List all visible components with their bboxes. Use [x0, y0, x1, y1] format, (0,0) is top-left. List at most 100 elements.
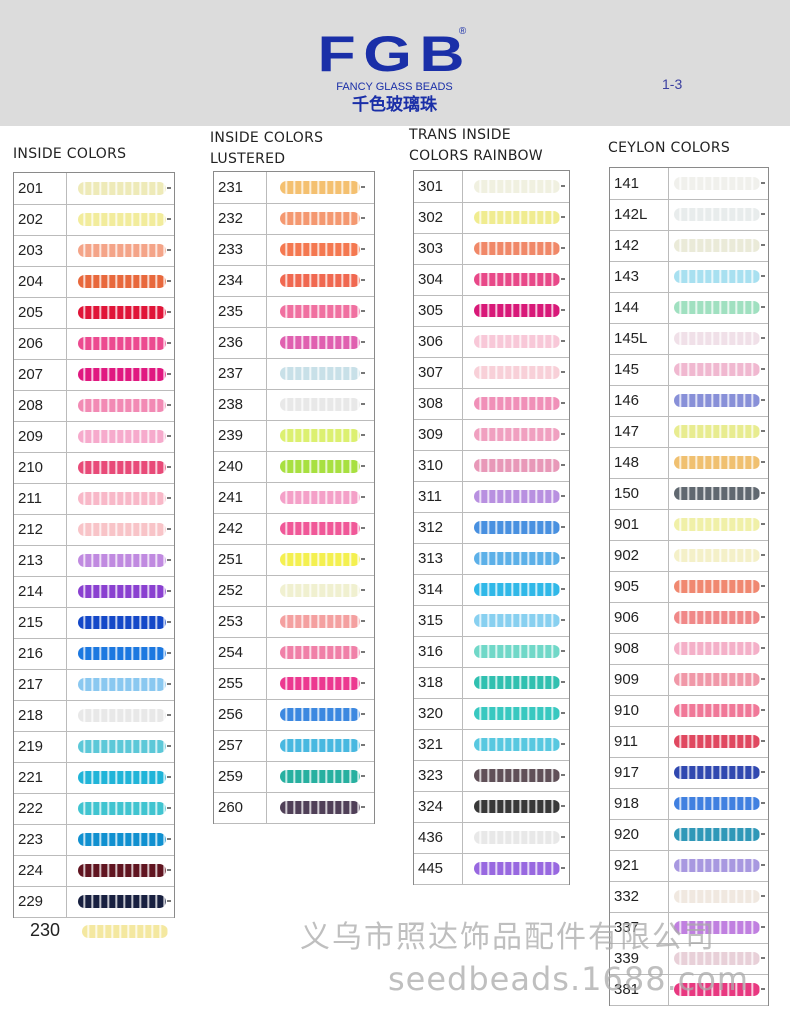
- color-code: 307: [414, 357, 463, 388]
- color-code: 207: [14, 359, 67, 390]
- bead-strand-swatch: [674, 704, 765, 717]
- column-heading: CEYLON COLORS: [608, 138, 730, 159]
- bead-strand-swatch: [78, 616, 171, 629]
- color-code: 308: [414, 388, 463, 419]
- bead-strand-swatch: [280, 553, 365, 566]
- table-row: 337: [610, 912, 768, 944]
- color-table: 231 232 233 234 235 236 237 238 239 240 241 242 251 2…: [213, 171, 375, 824]
- table-row: 445: [414, 853, 569, 885]
- column-heading-line1: TRANS INSIDE: [409, 127, 511, 143]
- bead-strand-swatch: [474, 428, 565, 441]
- color-code: 239: [214, 420, 267, 451]
- bead-strand-swatch: [674, 518, 765, 531]
- color-code: 253: [214, 606, 267, 637]
- table-row: 921: [610, 850, 768, 882]
- table-row: 212: [14, 514, 174, 546]
- table-row: 205: [14, 297, 174, 329]
- color-code: 143: [610, 261, 669, 292]
- bead-strand-swatch: [280, 615, 365, 628]
- color-code: 920: [610, 819, 669, 850]
- bead-strand-swatch: [474, 769, 565, 782]
- color-code: 202: [14, 204, 67, 235]
- color-code: 905: [610, 571, 669, 602]
- color-code: 316: [414, 636, 463, 667]
- bead-strand-swatch: [674, 673, 765, 686]
- color-code: 257: [214, 730, 267, 761]
- column-heading: TRANS INSIDE COLORS RAINBOW: [409, 125, 543, 167]
- table-row: 203: [14, 235, 174, 267]
- watermark-company: 义乌市照达饰品配件有限公司: [300, 920, 716, 955]
- bead-strand-swatch: [78, 802, 171, 815]
- color-code: 211: [14, 483, 67, 514]
- table-row: 223: [14, 824, 174, 856]
- table-row: 308: [414, 388, 569, 420]
- table-row: 902: [610, 540, 768, 572]
- bead-strand-swatch: [674, 363, 765, 376]
- table-row: 231: [214, 172, 374, 204]
- bead-strand-swatch: [78, 399, 171, 412]
- bead-strand-swatch: [474, 738, 565, 751]
- table-row: 307: [414, 357, 569, 389]
- table-row: 143: [610, 261, 768, 293]
- color-code: 259: [214, 761, 267, 792]
- table-row: 315: [414, 605, 569, 637]
- bead-strand-swatch: [674, 797, 765, 810]
- color-code: 321: [414, 729, 463, 760]
- table-row: 142: [610, 230, 768, 262]
- color-code: 141: [610, 168, 669, 199]
- bead-strand-swatch: [280, 677, 365, 690]
- color-code: 301: [414, 171, 463, 202]
- bead-strand-swatch: [674, 301, 765, 314]
- table-row: 436: [414, 822, 569, 854]
- bead-strand-swatch: [78, 430, 171, 443]
- color-code: 323: [414, 760, 463, 791]
- color-code: 314: [414, 574, 463, 605]
- table-row: 911: [610, 726, 768, 758]
- table-row: 313: [414, 543, 569, 575]
- color-code: 206: [14, 328, 67, 359]
- column-heading-line1: CEYLON COLORS: [608, 140, 731, 156]
- bead-strand-swatch: [674, 611, 765, 624]
- bead-strand-swatch: [78, 895, 171, 908]
- bead-strand-swatch: [474, 645, 565, 658]
- bead-strand-swatch: [280, 305, 365, 318]
- bead-strand-swatch: [280, 181, 365, 194]
- color-code: 324: [414, 791, 463, 822]
- logo-text: FGB: [317, 26, 472, 82]
- table-row: 918: [610, 788, 768, 820]
- bead-strand-swatch: [280, 274, 365, 287]
- bead-strand-swatch: [674, 735, 765, 748]
- bead-strand-swatch: [474, 831, 565, 844]
- bead-strand-swatch: [474, 242, 565, 255]
- bead-strand-swatch: [78, 523, 171, 536]
- bead-strand-swatch: [280, 429, 365, 442]
- color-code: 145: [610, 354, 669, 385]
- color-code: 209: [14, 421, 67, 452]
- bead-strand-swatch: [674, 177, 765, 190]
- bead-strand-swatch: [78, 833, 171, 846]
- color-code: 229: [14, 886, 67, 917]
- color-code: 255: [214, 668, 267, 699]
- color-code: 235: [214, 296, 267, 327]
- color-code: 252: [214, 575, 267, 606]
- bead-strand-swatch: [280, 367, 365, 380]
- color-code: 144: [610, 292, 669, 323]
- bead-strand-swatch: [674, 456, 765, 469]
- bead-strand-swatch: [280, 801, 365, 814]
- bead-strand-swatch: [674, 828, 765, 841]
- bead-strand-swatch: [674, 766, 765, 779]
- color-code: 232: [214, 203, 267, 234]
- color-code: 147: [610, 416, 669, 447]
- table-row: 323: [414, 760, 569, 792]
- bead-strand-swatch: [78, 368, 171, 381]
- color-code: 150: [610, 478, 669, 509]
- color-code: 223: [14, 824, 67, 855]
- table-row: 304: [414, 264, 569, 296]
- logo-subtitle: FANCY GLASS BEADS: [336, 81, 453, 93]
- color-code: 260: [214, 792, 267, 823]
- table-row: 305: [414, 295, 569, 327]
- table-row: 255: [214, 668, 374, 700]
- table-row: 259: [214, 761, 374, 793]
- bead-strand-swatch: [280, 243, 365, 256]
- bead-strand-swatch: [78, 337, 171, 350]
